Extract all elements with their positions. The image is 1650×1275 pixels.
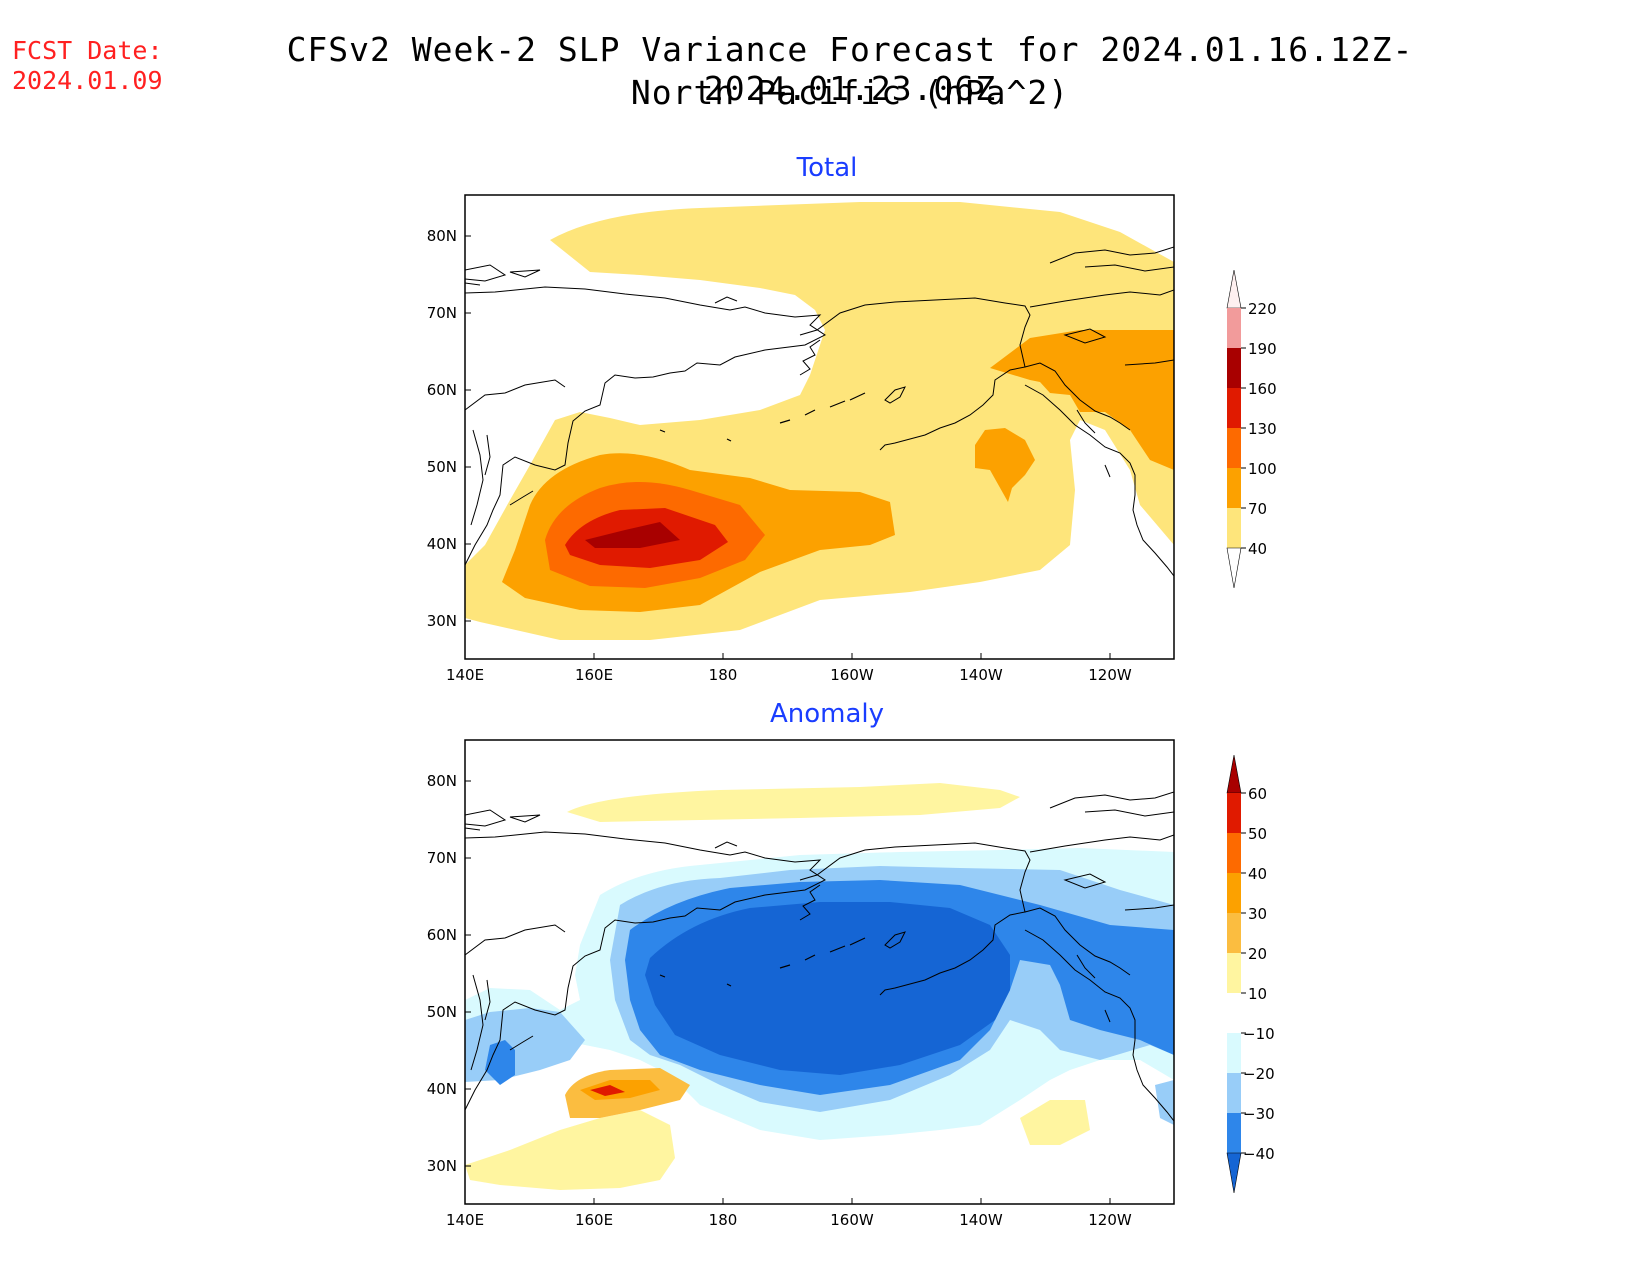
total-cb-70: 70 — [1248, 500, 1267, 518]
total-cb-40: 40 — [1248, 540, 1267, 558]
total-map: 80N 70N 60N 50N 40N 30N 140E 160E 180 16… — [427, 194, 1175, 684]
anomaly-cb-30: 30 — [1248, 905, 1267, 923]
lon-tick-160w-bottom: 160W — [830, 1211, 874, 1229]
panel-title-anomaly: Anomaly — [769, 699, 885, 729]
total-cb-220: 220 — [1248, 300, 1277, 318]
total-cb-190: 190 — [1248, 340, 1277, 358]
total-colorbar: 220 190 160 130 100 70 40 — [1226, 269, 1277, 589]
lat-tick-70n-bottom: 70N — [427, 849, 457, 867]
lat-tick-50n-bottom: 50N — [427, 1003, 457, 1021]
sub-title: North Pacific (hPa^2) — [630, 73, 1070, 112]
lat-tick-80n-top: 80N — [427, 227, 457, 245]
lat-tick-50n-top: 50N — [427, 458, 457, 476]
anomaly-cb-neg40: −40 — [1243, 1145, 1275, 1163]
lon-tick-180-top: 180 — [709, 666, 738, 684]
lat-tick-80n-bottom: 80N — [427, 772, 457, 790]
anomaly-map: 80N 70N 60N 50N 40N 30N 140E 160E 180 16… — [427, 739, 1175, 1229]
anomaly-cb-60: 60 — [1248, 785, 1267, 803]
anomaly-cb-10: 10 — [1248, 985, 1267, 1003]
main-title: CFSv2 Week-2 SLP Variance Forecast for 2… — [286, 30, 1414, 108]
lat-tick-40n-top: 40N — [427, 535, 457, 553]
lon-tick-140e-bottom: 140E — [446, 1211, 484, 1229]
lon-tick-160e-top: 160E — [575, 666, 613, 684]
lon-tick-120w-top: 120W — [1088, 666, 1132, 684]
lon-tick-160w-top: 160W — [830, 666, 874, 684]
lat-tick-30n-bottom: 30N — [427, 1157, 457, 1175]
panel-title-total: Total — [796, 153, 858, 183]
anomaly-cb-neg20: −20 — [1243, 1065, 1275, 1083]
total-cb-160: 160 — [1248, 380, 1277, 398]
forecast-date-block: FCST Date: 2024.01.09 — [12, 36, 163, 96]
lat-tick-30n-top: 30N — [427, 612, 457, 630]
fcst-date-value: 2024.01.09 — [12, 66, 163, 95]
total-cb-130: 130 — [1248, 420, 1277, 438]
fcst-date-label: FCST Date: — [12, 36, 163, 65]
lat-tick-60n-top: 60N — [427, 381, 457, 399]
total-cb-100: 100 — [1248, 460, 1277, 478]
anomaly-cb-neg30: −30 — [1243, 1105, 1275, 1123]
lat-tick-40n-bottom: 40N — [427, 1080, 457, 1098]
anomaly-cb-50: 50 — [1248, 825, 1267, 843]
lon-tick-120w-bottom: 120W — [1088, 1211, 1132, 1229]
lat-tick-60n-bottom: 60N — [427, 926, 457, 944]
lon-tick-180-bottom: 180 — [709, 1211, 738, 1229]
lat-tick-70n-top: 70N — [427, 304, 457, 322]
anomaly-colorbar: 60 50 40 30 20 10 −10 −20 −30 −40 — [1226, 754, 1275, 1194]
anomaly-cb-20: 20 — [1248, 945, 1267, 963]
lon-tick-140w-top: 140W — [959, 666, 1003, 684]
anomaly-cb-neg10: −10 — [1243, 1025, 1275, 1043]
anomaly-cb-40: 40 — [1248, 865, 1267, 883]
lon-tick-140e-top: 140E — [446, 666, 484, 684]
lon-tick-140w-bottom: 140W — [959, 1211, 1003, 1229]
lon-tick-160e-bottom: 160E — [575, 1211, 613, 1229]
